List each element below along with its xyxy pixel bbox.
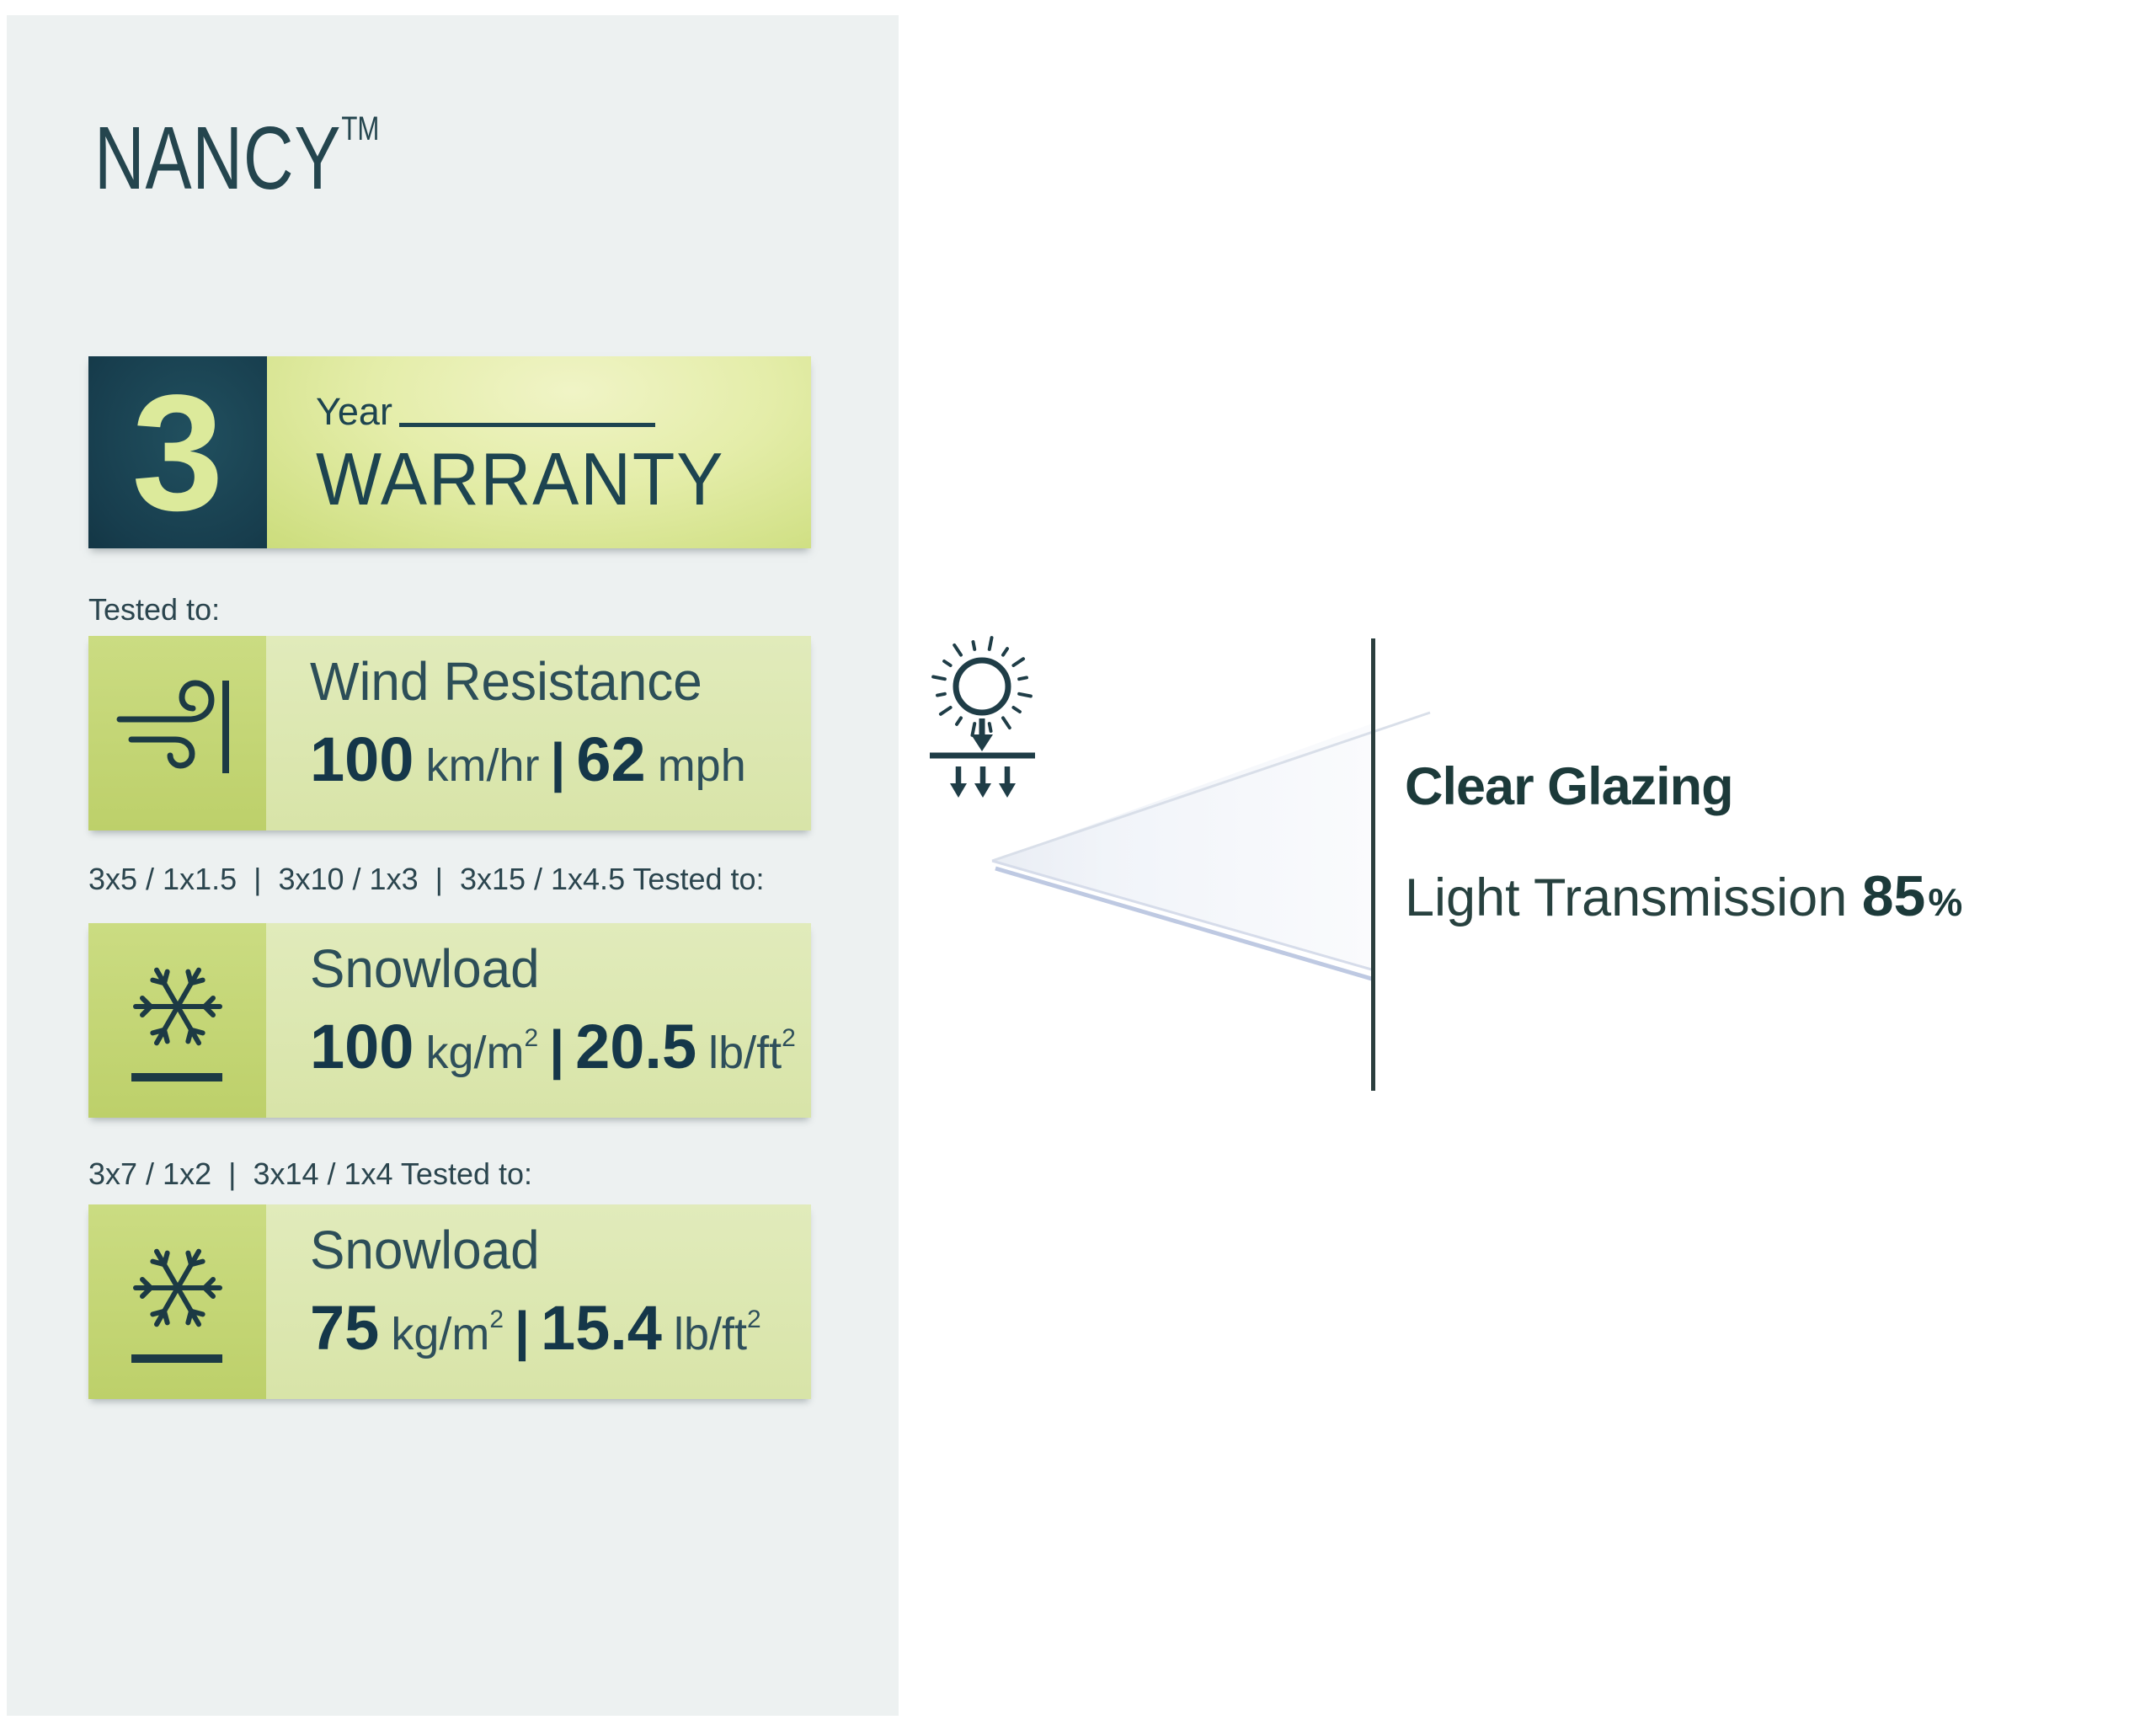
warranty-year-row: Year	[316, 383, 811, 430]
sun-icon	[930, 636, 1035, 798]
glass-thickness-edge	[995, 866, 1375, 982]
vertical-divider-line	[1371, 638, 1375, 1091]
imperial-unit-text: lb/ft	[673, 1309, 748, 1359]
value-divider: |	[515, 1300, 530, 1361]
spec-values: 100 kg/m2 | 20.5 lb/ft2	[310, 1016, 811, 1078]
metric-unit-text: kg/m	[425, 1028, 525, 1078]
imperial-value: 62	[576, 724, 646, 794]
imperial-unit-sup: 2	[747, 1306, 761, 1333]
snowflake-icon	[131, 1248, 222, 1363]
glass-sheet-face	[992, 723, 1374, 969]
spec-precondition-label: Tested to:	[88, 592, 221, 627]
spec-content: Snowload 75 kg/m2 | 15.4 lb/ft2	[266, 1204, 811, 1399]
spec-content: Snowload 100 kg/m2 | 20.5 lb/ft2	[266, 923, 811, 1118]
snowflake-icon-cell	[88, 1204, 266, 1399]
glazing-subtitle-row: Light Transmission 85 %	[1405, 868, 1962, 925]
metric-unit-text: kg/m	[391, 1309, 490, 1359]
imperial-unit-text: mph	[657, 740, 746, 791]
sunlight-illustration	[918, 623, 1053, 809]
snowflake-icon	[131, 967, 222, 1081]
wind-icon-cell	[88, 636, 266, 830]
light-transmission-value: 85	[1861, 864, 1926, 928]
imperial-value: 15.4	[540, 1293, 662, 1363]
imperial-unit-sup: 2	[782, 1024, 796, 1052]
metric-unit: km/hr	[425, 739, 539, 788]
metric-unit-text: km/hr	[425, 740, 540, 791]
metric-unit-sup: 2	[489, 1306, 504, 1333]
wind-icon	[116, 679, 229, 773]
metric-value: 100	[310, 1012, 414, 1081]
metric-value: 75	[310, 1293, 380, 1363]
metric-unit: kg/m2	[425, 1026, 538, 1076]
year-label: Year	[316, 390, 392, 433]
warranty-years-number: 3	[88, 356, 267, 548]
glazing-title: Clear Glazing	[1405, 757, 1734, 816]
spec-title: Wind Resistance	[310, 651, 702, 712]
metric-value: 100	[310, 724, 414, 794]
glazing-panel-graphic	[969, 691, 1440, 994]
value-divider: |	[549, 1019, 565, 1080]
warranty-badge: 3 Year WARRANTY	[88, 356, 811, 548]
trademark-superscript: TM	[341, 110, 380, 147]
imperial-value: 20.5	[575, 1012, 697, 1081]
glazing-info: Clear Glazing Light Transmission 85 %	[1405, 757, 1962, 926]
imperial-unit: mph	[658, 739, 746, 788]
metric-unit: kg/m2	[391, 1306, 504, 1359]
spec-box-snowload-1: Snowload 100 kg/m2 | 20.5 lb/ft2	[88, 923, 811, 1118]
spec-title: Snowload	[310, 938, 540, 999]
underline-rule	[398, 423, 655, 427]
metric-unit-sup: 2	[524, 1024, 539, 1052]
spec-values: 100 km/hr | 62 mph	[310, 729, 811, 791]
spec-box-wind: Wind Resistance 100 km/hr | 62 mph	[88, 636, 811, 830]
percent-sign: %	[1928, 880, 1963, 924]
brand-title: NANCYTM	[94, 109, 379, 208]
imperial-unit-text: lb/ft	[708, 1028, 782, 1078]
brand-name: NANCY	[94, 109, 342, 208]
glass-top-edge	[991, 711, 1431, 862]
spec-precondition-label: 3x7 / 1x2 | 3x14 / 1x4 Tested to:	[88, 1156, 533, 1191]
light-transmission-label: Light Transmission	[1405, 868, 1862, 927]
imperial-unit: lb/ft2	[673, 1306, 761, 1359]
spec-box-snowload-2: Snowload 75 kg/m2 | 15.4 lb/ft2	[88, 1204, 811, 1399]
glass-bottom-edge	[991, 859, 1375, 972]
imperial-unit: lb/ft2	[708, 1026, 796, 1076]
spec-content: Wind Resistance 100 km/hr | 62 mph	[266, 636, 811, 830]
spec-values: 75 kg/m2 | 15.4 lb/ft2	[310, 1297, 811, 1359]
warranty-badge-body: Year WARRANTY	[267, 356, 811, 548]
left-panel: NANCYTM 3 Year WARRANTY Tested to:	[7, 15, 899, 1716]
spec-precondition-label: 3x5 / 1x1.5 | 3x10 / 1x3 | 3x15 / 1x4.5 …	[88, 862, 765, 896]
value-divider: |	[550, 732, 566, 793]
spec-title: Snowload	[310, 1220, 540, 1280]
warranty-title: WARRANTY	[316, 437, 725, 521]
snowflake-icon-cell	[88, 923, 266, 1118]
